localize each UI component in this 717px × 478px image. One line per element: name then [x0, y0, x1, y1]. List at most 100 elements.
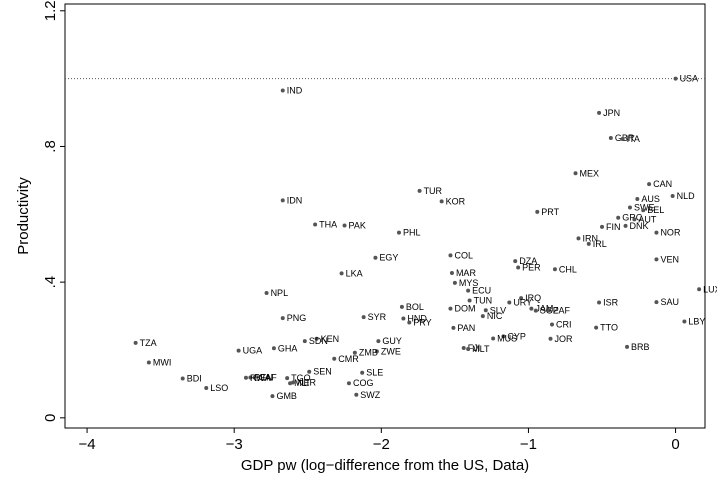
point-label-gha: GHA: [278, 343, 298, 353]
point-mwi: [146, 360, 151, 365]
point-label-sen: SEN: [313, 367, 332, 377]
point-cog: [346, 381, 351, 386]
point-label-bel: BEL: [647, 205, 664, 215]
point-label-tha: THA: [319, 219, 337, 229]
point-label-jor: JOR: [555, 334, 574, 344]
point-label-fin: FIN: [606, 222, 621, 232]
point-label-sle: SLE: [366, 368, 383, 378]
y-axis-title: Productivity: [15, 177, 32, 255]
point-prt: [535, 209, 540, 214]
point-kor: [439, 199, 444, 204]
point-label-dza: DZA: [519, 256, 537, 266]
point-ken: [314, 336, 319, 341]
point-fin: [600, 224, 605, 229]
point-label-lux: LUX: [703, 284, 717, 294]
point-label-ecu: ECU: [472, 286, 491, 296]
point-grc: [616, 215, 621, 220]
point-label-mli: MLI: [294, 378, 309, 388]
point-label-bdi: BDI: [187, 373, 202, 383]
point-label-jpn: JPN: [603, 108, 620, 118]
point-nic: [480, 314, 485, 319]
point-nor: [654, 230, 659, 235]
point-label-mex: MEX: [580, 168, 600, 178]
point-label-phl: PHL: [403, 228, 421, 238]
point-usa: [673, 76, 678, 81]
point-label-prt: PRT: [541, 207, 559, 217]
point-bol: [399, 304, 404, 309]
y-tick-label: 0: [42, 414, 59, 422]
point-zmb: [352, 350, 357, 355]
point-sgp: [533, 308, 538, 313]
point-label-kor: KOR: [446, 196, 466, 206]
point-fji: [461, 345, 466, 350]
point-zwe: [374, 349, 379, 354]
point-label-tto: TTO: [600, 323, 618, 333]
point-ury: [507, 300, 512, 305]
point-label-usa: USA: [680, 74, 699, 84]
point-col: [448, 253, 453, 258]
point-label-tgo: TGO: [291, 373, 311, 383]
point-label-irq: IRQ: [525, 293, 541, 303]
point-label-tza: TZA: [140, 338, 157, 348]
point-label-chl: CHL: [559, 264, 577, 274]
point-per: [516, 265, 521, 270]
point-label-bol: BOL: [406, 302, 424, 312]
x-tick-label: −3: [226, 436, 243, 453]
point-label-gmb: GMB: [276, 391, 297, 401]
point-label-dom: DOM: [454, 304, 475, 314]
point-label-cmr: CMR: [338, 354, 359, 364]
point-tun: [467, 298, 472, 303]
point-label-cri: CRI: [556, 320, 572, 330]
point-swe: [627, 205, 632, 210]
point-label-col: COL: [454, 250, 473, 260]
point-label-hnd: HND: [407, 313, 427, 323]
point-rwa: [243, 375, 248, 380]
point-mlt: [466, 346, 471, 351]
point-zaf: [547, 308, 552, 313]
point-irn: [576, 236, 581, 241]
point-label-zaf: ZAF: [553, 305, 571, 315]
point-dom: [448, 306, 453, 311]
point-label-mlt: MLT: [472, 344, 490, 354]
point-label-lso: LSO: [210, 383, 228, 393]
plot-area-frame: [64, 3, 706, 429]
y-tick-label: .4: [42, 276, 59, 289]
point-pak: [342, 223, 347, 228]
point-can: [647, 182, 652, 187]
point-label-cyp: CYP: [507, 331, 526, 341]
point-label-swz: SWZ: [360, 390, 380, 400]
point-label-nic: NIC: [487, 311, 503, 321]
y-tick-label: .8: [42, 140, 59, 153]
point-aut: [632, 217, 637, 222]
point-guy: [376, 339, 381, 344]
point-label-jam: JAM: [535, 304, 553, 314]
point-gbr: [608, 135, 613, 140]
point-idn: [280, 198, 285, 203]
point-dza: [513, 259, 518, 264]
point-label-mys: MYS: [459, 278, 479, 288]
point-npl: [264, 290, 269, 295]
point-label-gbr: GBR: [615, 133, 635, 143]
point-label-fji: FJI: [468, 343, 481, 353]
point-label-ind: IND: [287, 85, 303, 95]
point-label-mwi: MWI: [153, 358, 172, 368]
point-label-sau: SAU: [660, 297, 679, 307]
point-lso: [204, 385, 209, 390]
point-label-per: PER: [522, 263, 541, 273]
point-pry: [407, 320, 412, 325]
point-ind: [280, 88, 285, 93]
point-label-grc: GRC: [622, 213, 643, 223]
x-tick-label: 0: [671, 436, 679, 453]
point-label-ita: ITA: [627, 134, 640, 144]
point-label-pak: PAK: [349, 220, 366, 230]
point-label-slv: SLV: [490, 305, 506, 315]
point-label-mus: MUS: [497, 333, 517, 343]
point-label-syr: SYR: [368, 312, 387, 322]
point-label-rwa: RWA: [250, 373, 271, 383]
point-gha: [271, 346, 276, 351]
point-label-irn: IRN: [582, 233, 598, 243]
point-label-ner: NER: [297, 378, 317, 388]
point-cmr: [332, 356, 337, 361]
